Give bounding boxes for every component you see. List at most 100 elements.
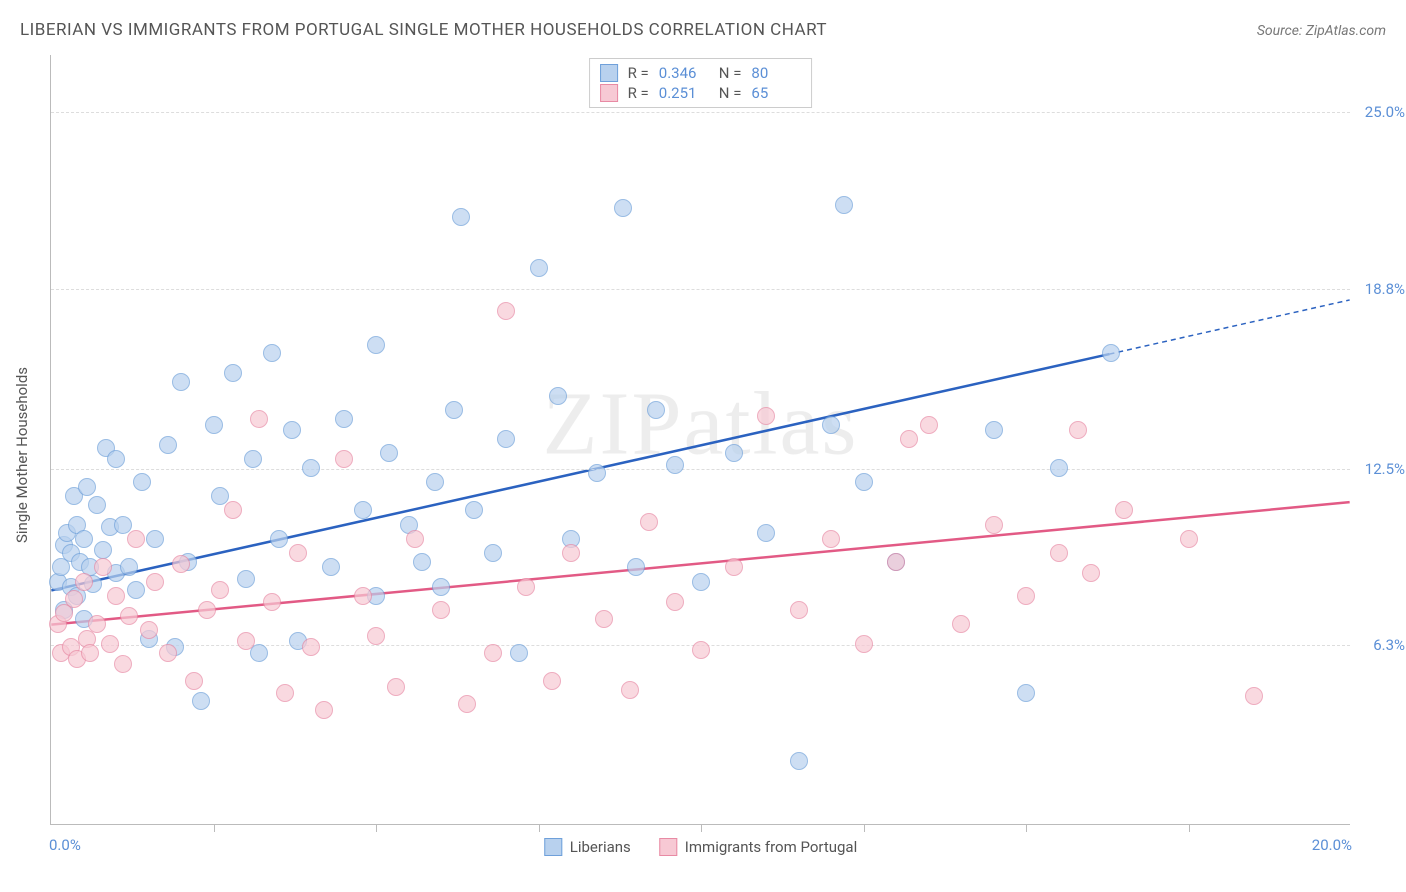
scatter-point: [224, 501, 242, 519]
scatter-point: [588, 464, 606, 482]
scatter-point: [289, 544, 307, 562]
scatter-point: [380, 444, 398, 462]
scatter-point: [94, 558, 112, 576]
scatter-point: [78, 478, 96, 496]
legend-swatch: [659, 838, 677, 856]
watermark: ZIPatlas: [543, 373, 859, 476]
scatter-point: [107, 450, 125, 468]
scatter-point: [354, 587, 372, 605]
scatter-point: [185, 672, 203, 690]
scatter-point: [887, 553, 905, 571]
gridline: [51, 469, 1350, 470]
x-tick: [539, 824, 540, 832]
scatter-point: [159, 644, 177, 662]
scatter-point: [835, 196, 853, 214]
scatter-point: [614, 199, 632, 217]
scatter-point: [647, 401, 665, 419]
series-swatch: [600, 64, 618, 82]
scatter-point: [263, 344, 281, 362]
n-label: N =: [719, 84, 742, 102]
scatter-point: [224, 364, 242, 382]
scatter-point: [1017, 684, 1035, 702]
scatter-point: [335, 410, 353, 428]
legend-label: Liberians: [570, 838, 631, 856]
legend-label: Immigrants from Portugal: [685, 838, 857, 856]
y-axis-title: Single Mother Households: [13, 367, 31, 543]
scatter-point: [1050, 459, 1068, 477]
r-label: R =: [628, 64, 649, 82]
scatter-point: [114, 516, 132, 534]
scatter-point: [172, 555, 190, 573]
scatter-point: [101, 635, 119, 653]
scatter-point: [1017, 587, 1035, 605]
scatter-point: [81, 644, 99, 662]
scatter-point: [484, 544, 502, 562]
scatter-point: [211, 581, 229, 599]
scatter-point: [497, 302, 515, 320]
x-tick: [214, 824, 215, 832]
scatter-point: [900, 430, 918, 448]
scatter-point: [387, 678, 405, 696]
scatter-point: [640, 513, 658, 531]
scatter-point: [146, 573, 164, 591]
trend-line: [51, 502, 1349, 624]
gridline: [51, 289, 1350, 290]
header: LIBERIAN VS IMMIGRANTS FROM PORTUGAL SIN…: [20, 20, 1386, 40]
scatter-point: [250, 410, 268, 428]
series-swatch: [600, 84, 618, 102]
scatter-point: [88, 615, 106, 633]
scatter-point: [172, 373, 190, 391]
scatter-point: [120, 607, 138, 625]
scatter-point: [1245, 687, 1263, 705]
scatter-point: [120, 558, 138, 576]
scatter-point: [1050, 544, 1068, 562]
scatter-point: [205, 416, 223, 434]
x-tick: [1189, 824, 1190, 832]
scatter-point: [627, 558, 645, 576]
r-label: R =: [628, 84, 649, 102]
scatter-point: [276, 684, 294, 702]
n-value: 65: [751, 84, 801, 102]
scatter-point: [985, 516, 1003, 534]
n-value: 80: [751, 64, 801, 82]
scatter-point: [413, 553, 431, 571]
scatter-point: [237, 632, 255, 650]
legend-item: Immigrants from Portugal: [659, 838, 857, 856]
scatter-point: [114, 655, 132, 673]
scatter-point: [322, 558, 340, 576]
scatter-point: [1069, 421, 1087, 439]
scatter-point: [510, 644, 528, 662]
bottom-legend: Liberians Immigrants from Portugal: [544, 838, 857, 856]
scatter-point: [458, 695, 476, 713]
scatter-point: [127, 581, 145, 599]
stats-legend-box: R = 0.346 N = 80R = 0.251 N = 65: [589, 58, 813, 108]
x-tick: [701, 824, 702, 832]
scatter-point: [725, 558, 743, 576]
scatter-point: [426, 473, 444, 491]
scatter-point: [88, 496, 106, 514]
scatter-point: [692, 641, 710, 659]
scatter-point: [1180, 530, 1198, 548]
scatter-point: [484, 644, 502, 662]
scatter-point: [244, 450, 262, 468]
stats-row: R = 0.251 N = 65: [600, 83, 802, 103]
y-tick-label: 12.5%: [1365, 460, 1405, 478]
r-value: 0.251: [659, 84, 709, 102]
scatter-point: [1115, 501, 1133, 519]
scatter-point: [666, 456, 684, 474]
scatter-point: [666, 593, 684, 611]
stats-row: R =0.346N =80: [600, 63, 802, 83]
trend-line: [51, 354, 1109, 590]
scatter-point: [952, 615, 970, 633]
scatter-point: [985, 421, 1003, 439]
scatter-point: [822, 530, 840, 548]
scatter-point: [1102, 344, 1120, 362]
scatter-point: [283, 421, 301, 439]
scatter-point: [452, 208, 470, 226]
scatter-point: [465, 501, 483, 519]
scatter-point: [725, 444, 743, 462]
scatter-point: [270, 530, 288, 548]
scatter-point: [354, 501, 372, 519]
r-value: 0.346: [659, 64, 709, 82]
source-label: Source: ZipAtlas.com: [1257, 23, 1386, 39]
